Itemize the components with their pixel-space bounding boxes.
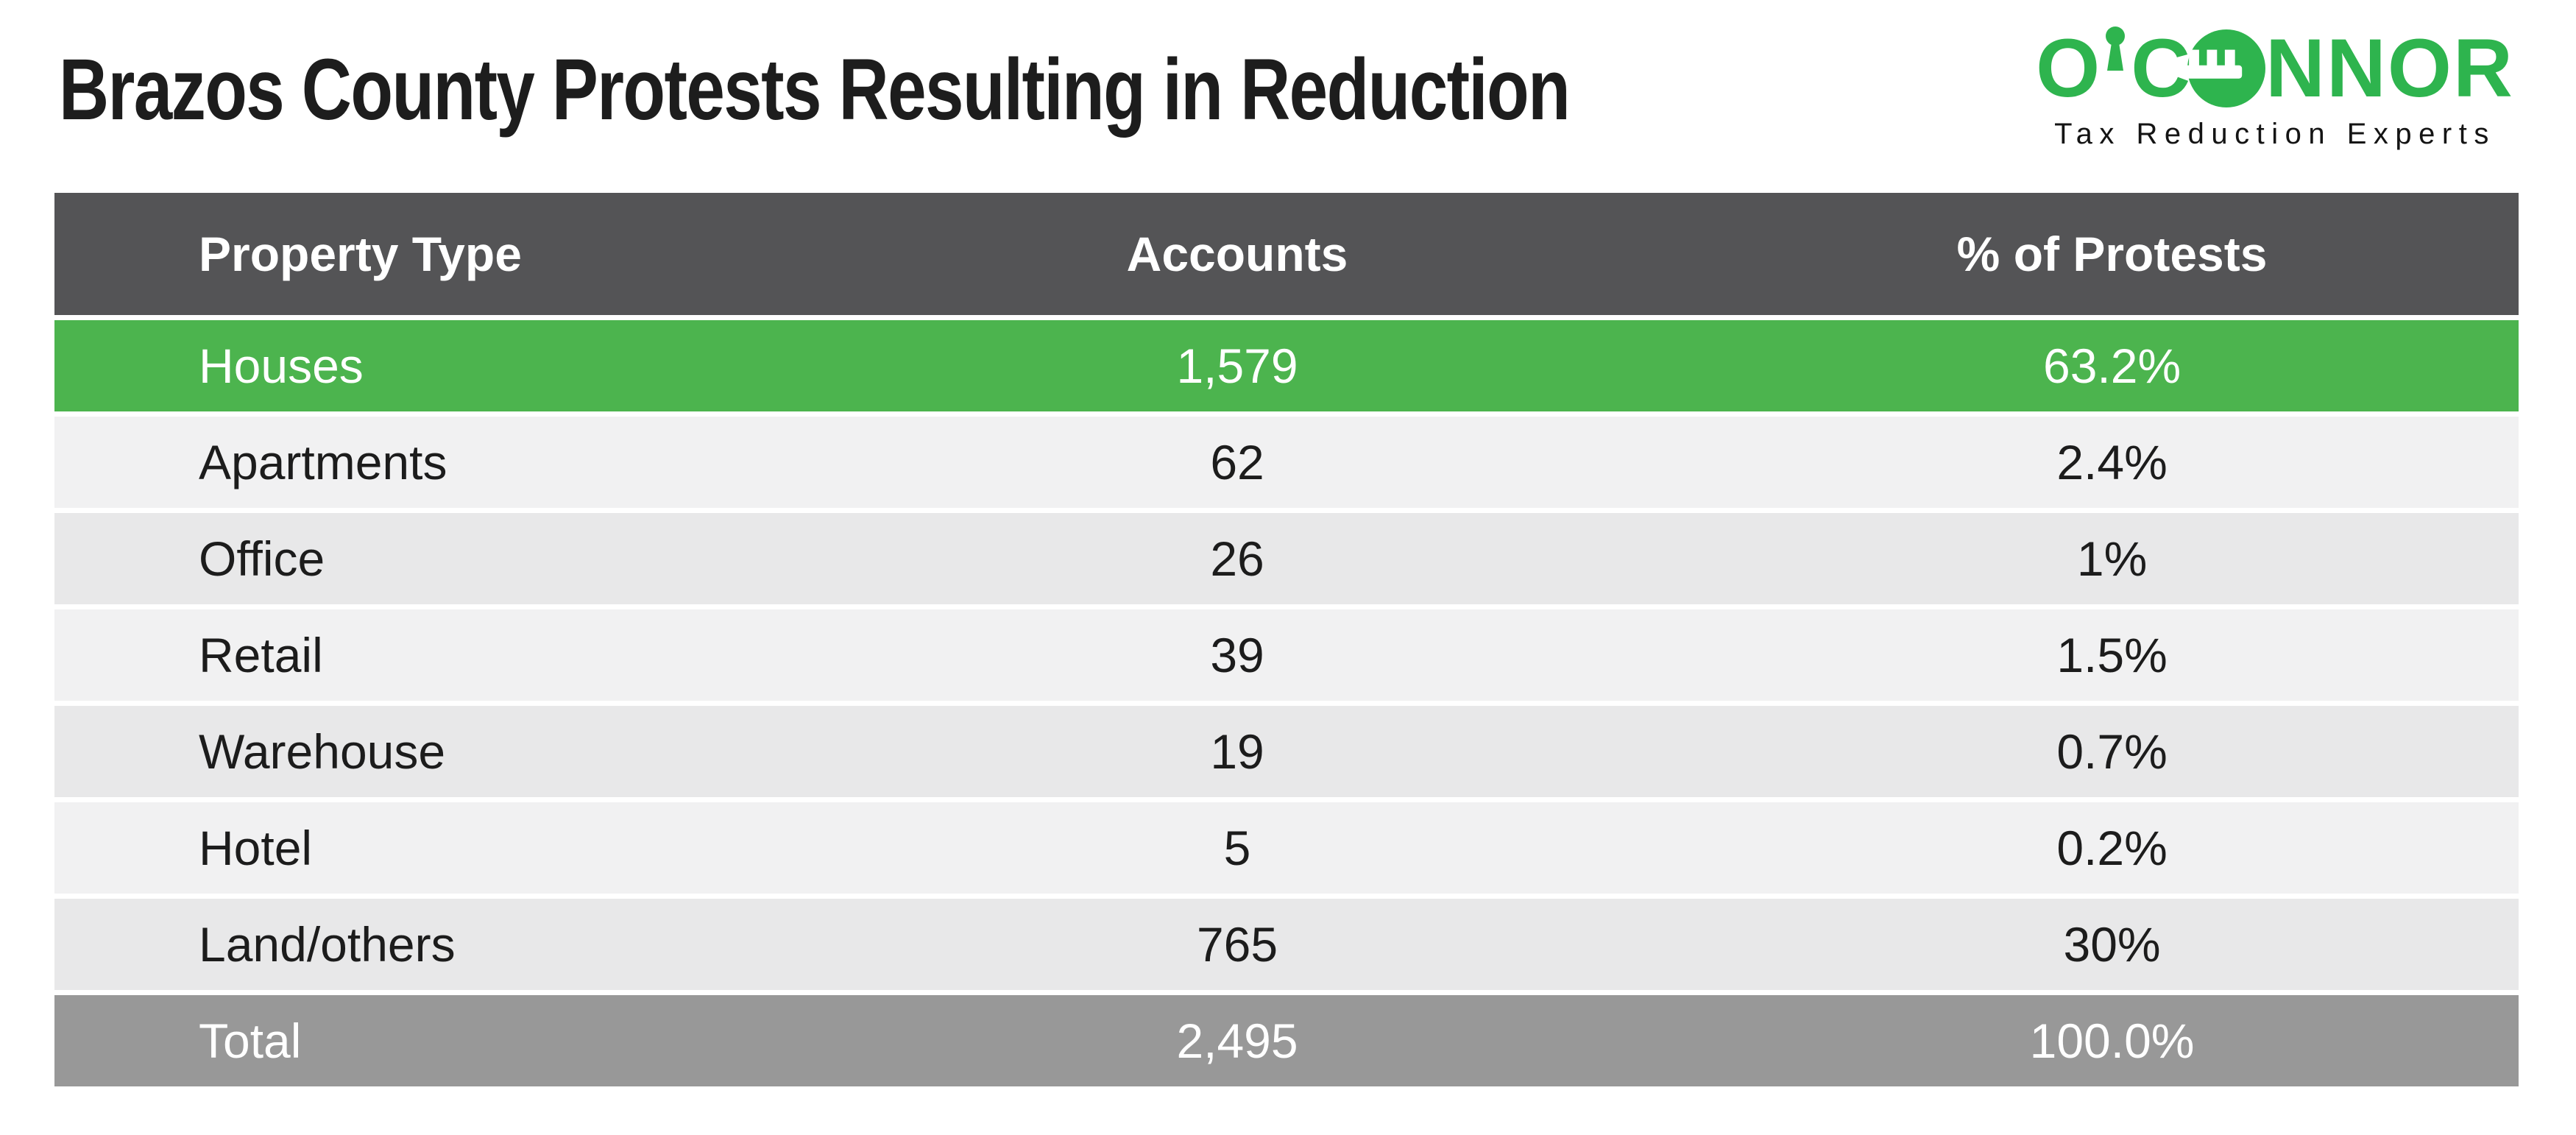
table-row-retail: Retail 39 1.5% [54, 609, 2519, 701]
oconnor-logo: O C NNOR Tax Reduction Experts [2021, 26, 2529, 151]
cell-accounts: 5 [1223, 821, 1251, 875]
header-pct-protests: % of Protests [1956, 227, 2268, 281]
brand-letter-c: C [2131, 22, 2193, 114]
cell-property-type: Land/others [199, 917, 456, 972]
header-property-type: Property Type [199, 227, 522, 281]
brand-tagline: Tax Reduction Experts [2054, 118, 2496, 150]
keyhole-apostrophe-icon [2106, 26, 2126, 71]
table-row-office: Office 26 1% [54, 513, 2519, 604]
total-label: Total [199, 1014, 302, 1068]
cell-property-type: Retail [199, 628, 323, 682]
header-accounts: Accounts [1126, 227, 1348, 281]
brand-letter-o: O [2036, 22, 2102, 114]
cell-accounts: 62 [1210, 435, 1264, 489]
cell-property-type: Office [199, 531, 325, 586]
cell-pct: 1% [2076, 531, 2148, 586]
page-title: Brazos County Protests Resulting in Redu… [59, 41, 1571, 138]
brand-wordmark: O C NNOR [2021, 26, 2529, 110]
protest-table: Property Type Accounts % of Protests Hou… [54, 193, 2519, 1086]
cell-accounts: 19 [1210, 724, 1264, 779]
total-accounts: 2,495 [1176, 1014, 1298, 1068]
brand-suffix: NNOR [2265, 22, 2514, 114]
cell-pct: 0.2% [2056, 821, 2168, 875]
key-o-icon [2187, 29, 2266, 107]
cell-accounts: 26 [1210, 531, 1264, 586]
table-row-houses: Houses 1,579 63.2% [54, 320, 2519, 411]
table-row-hotel: Hotel 5 0.2% [54, 802, 2519, 894]
cell-accounts: 1,579 [1176, 339, 1298, 393]
cell-property-type: Houses [199, 339, 364, 393]
total-pct: 100.0% [2029, 1014, 2195, 1068]
cell-property-type: Apartments [199, 435, 447, 489]
table-header-row: Property Type Accounts % of Protests [54, 193, 2519, 315]
cell-accounts: 39 [1210, 628, 1264, 682]
cell-pct: 30% [2063, 917, 2161, 972]
cell-pct: 2.4% [2056, 435, 2168, 489]
cell-pct: 0.7% [2056, 724, 2168, 779]
cell-pct: 1.5% [2056, 628, 2168, 682]
table-row-warehouse: Warehouse 19 0.7% [54, 706, 2519, 797]
cell-pct: 63.2% [2042, 339, 2182, 393]
table-total-row: Total 2,495 100.0% [54, 995, 2519, 1086]
table-row-apartments: Apartments 62 2.4% [54, 417, 2519, 508]
page-header: Brazos County Protests Resulting in Redu… [0, 0, 2576, 193]
cell-property-type: Warehouse [199, 724, 446, 779]
cell-accounts: 765 [1196, 917, 1278, 972]
table-row-land-others: Land/others 765 30% [54, 899, 2519, 990]
cell-property-type: Hotel [199, 821, 313, 875]
